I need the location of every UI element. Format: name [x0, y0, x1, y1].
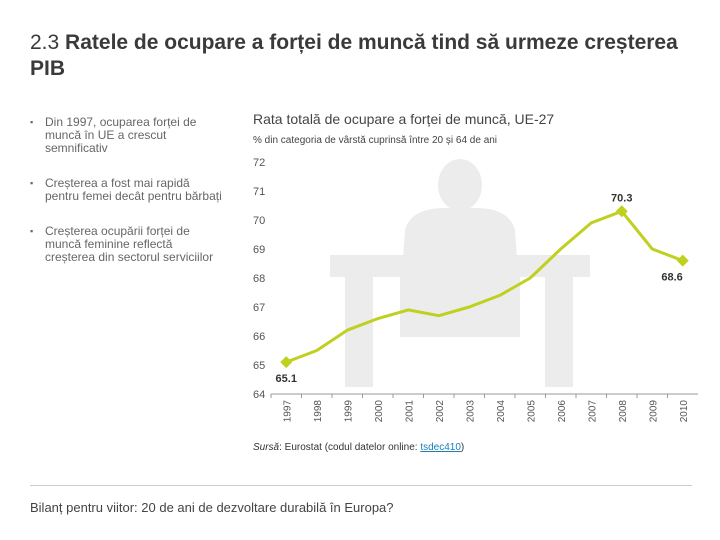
- x-tick-label: 2001: [404, 400, 415, 423]
- line: [285, 209, 684, 364]
- title-number: 2.3: [30, 31, 60, 54]
- x-tick-label: 1999: [343, 400, 354, 423]
- bullet-list: Din 1997, ocuparea forței de muncă în UE…: [30, 116, 225, 286]
- y-tick-label: 68: [253, 273, 265, 285]
- chart-subtitle: % din categoria de vârstă cuprinsă între…: [253, 135, 497, 146]
- x-tick-label: 1997: [282, 400, 293, 423]
- y-tick-label: 70: [253, 215, 265, 227]
- x-tick-label: 2008: [618, 400, 629, 423]
- y-tick-label: 66: [253, 331, 265, 343]
- background-figure: [330, 159, 590, 387]
- point-marker: [676, 254, 689, 267]
- x-tick-label: 2005: [526, 400, 537, 423]
- x-tick-label: 2010: [679, 400, 690, 423]
- source-label: Sursă: [253, 442, 280, 453]
- data-label: 68.6: [661, 272, 682, 284]
- point-marker: [280, 356, 293, 369]
- point-marker: [615, 205, 628, 218]
- x-tick-label: 2006: [557, 400, 568, 423]
- y-tick-label: 67: [253, 302, 265, 314]
- x-tick-label: 2004: [496, 400, 507, 423]
- x-tick-label: 2003: [465, 400, 476, 423]
- y-tick-label: 71: [253, 186, 265, 198]
- bullet: Creșterea a fost mai rapidă pentru femei…: [30, 177, 225, 203]
- x-tick-label: 2009: [648, 400, 659, 423]
- source-suffix: ): [461, 442, 464, 453]
- source: Sursă: Eurostat (codul datelor online: t…: [253, 442, 464, 453]
- source-link[interactable]: tsdec410: [420, 442, 461, 453]
- source-text: : Eurostat (codul datelor online:: [279, 442, 420, 453]
- y-tick-label: 64: [253, 389, 265, 401]
- y-tick-label: 65: [253, 360, 265, 372]
- bullet: Creșterea ocupării forței de muncă femin…: [30, 225, 225, 264]
- footer: Bilanț pentru viitor: 20 de ani de dezvo…: [30, 500, 394, 515]
- y-tick-label: 69: [253, 244, 265, 256]
- y-tick-label: 72: [253, 157, 265, 169]
- data-label: 65.1: [276, 373, 297, 385]
- x-tick-label: 2007: [587, 400, 598, 423]
- x-tick-label: 2000: [374, 400, 385, 423]
- title-text: Ratele de ocupare a forței de muncă tind…: [30, 31, 678, 80]
- x-tick-label: 2002: [435, 400, 446, 423]
- data-label: 70.3: [611, 192, 632, 204]
- footer-rule: [30, 485, 692, 486]
- slide-title: 2.3 Ratele de ocupare a forței de muncă …: [30, 30, 690, 82]
- chart-title: Rata totală de ocupare a forței de muncă…: [253, 111, 554, 127]
- bullet: Din 1997, ocuparea forței de muncă în UE…: [30, 116, 225, 155]
- x-tick-label: 1998: [313, 400, 324, 423]
